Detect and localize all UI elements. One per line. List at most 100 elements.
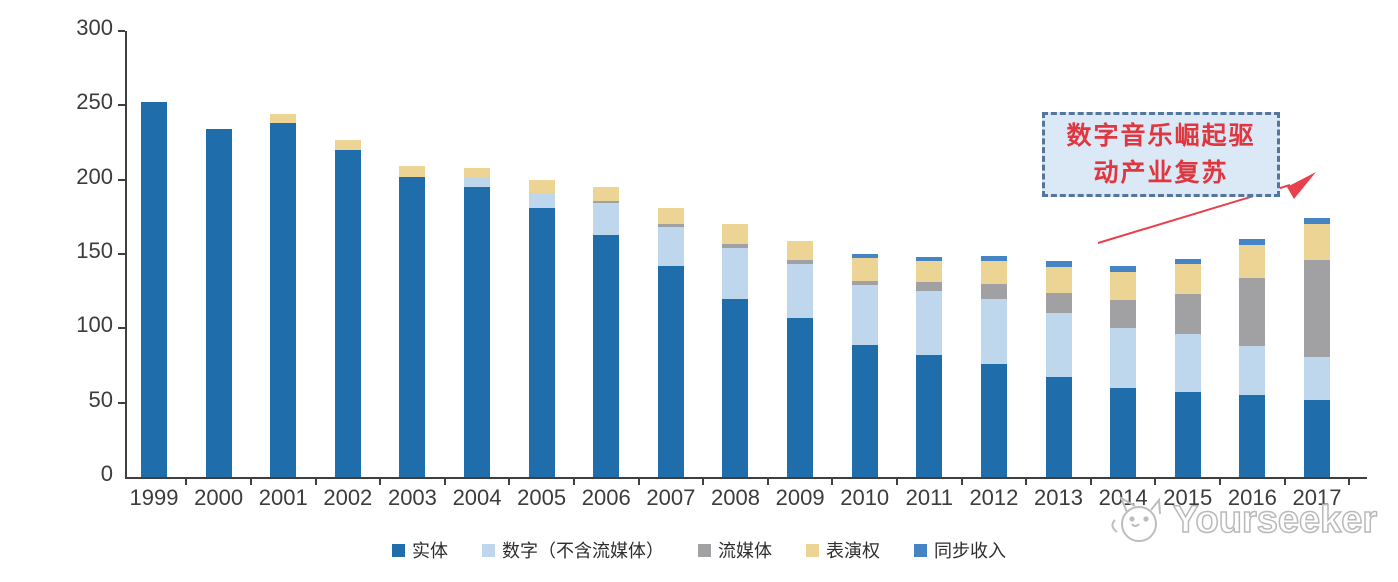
bar-segment-streaming xyxy=(1239,277,1266,347)
x-tick-mark xyxy=(637,479,640,485)
annotation-box: 数字音乐崛起驱 动产业复苏 xyxy=(1042,112,1280,197)
x-tick-label: 1999 xyxy=(129,485,179,510)
bar-segment-digital-excl-streaming xyxy=(1239,346,1266,396)
x-tick-mark xyxy=(702,479,705,485)
x-tick-label: 2016 xyxy=(1227,485,1277,510)
bar-segment-sync-revenue xyxy=(980,255,1007,262)
x-tick-label: 2002 xyxy=(323,485,373,510)
y-tick-mark xyxy=(118,104,125,107)
bar-segment-digital-excl-streaming xyxy=(1303,356,1330,400)
bar-segment-performance-rights xyxy=(657,207,684,225)
bar-2004 xyxy=(464,167,491,477)
bar-segment-physical xyxy=(916,355,943,477)
bar-segment-sync-revenue xyxy=(851,254,878,259)
x-tick-mark xyxy=(443,479,446,485)
x-tick-mark xyxy=(379,479,382,485)
x-tick-label: 2017 xyxy=(1292,485,1342,510)
x-tick-label: 2005 xyxy=(517,485,567,510)
x-tick-label: 2012 xyxy=(969,485,1019,510)
y-tick-label: 300 xyxy=(76,15,113,40)
x-tick-mark xyxy=(1283,479,1286,485)
x-tick-mark xyxy=(314,479,317,485)
bar-2010 xyxy=(851,254,878,477)
bar-segment-sync-revenue xyxy=(1174,258,1201,265)
bar-2016 xyxy=(1239,239,1266,477)
y-tick-label: 0 xyxy=(100,461,113,486)
bar-segment-performance-rights xyxy=(722,224,749,244)
bar-segment-physical xyxy=(722,298,749,477)
x-tick-mark xyxy=(185,479,188,485)
bar-segment-performance-rights xyxy=(787,240,814,260)
bar-segment-sync-revenue xyxy=(1239,239,1266,246)
x-tick-mark xyxy=(249,479,252,485)
watermark: Yourseeker xyxy=(1105,492,1378,548)
bar-2003 xyxy=(399,166,426,477)
bar-segment-performance-rights xyxy=(1239,245,1266,278)
bar-segment-performance-rights xyxy=(593,187,620,201)
legend-label: 数字（不含流媒体） xyxy=(502,541,664,561)
bar-segment-performance-rights xyxy=(980,261,1007,284)
bar-segment-sync-revenue xyxy=(1110,265,1137,272)
x-tick-mark xyxy=(896,479,898,485)
bar-segment-streaming xyxy=(1303,259,1330,357)
bar-2001 xyxy=(270,114,297,477)
bar-segment-performance-rights xyxy=(1045,267,1072,293)
bar-segment-physical xyxy=(1174,392,1201,477)
bar-segment-physical xyxy=(205,129,232,477)
x-tick-label: 2009 xyxy=(775,485,825,510)
x-tick-label: 2014 xyxy=(1098,485,1148,510)
y-tick-mark xyxy=(118,401,125,404)
bar-segment-streaming xyxy=(593,200,620,204)
plot-area: 0 50 100 150 200 250 300 1999 2000 2001 2002 2003 2… xyxy=(76,15,1367,510)
bar-2017 xyxy=(1303,218,1330,477)
x-tick-mark xyxy=(960,479,963,485)
bar-segment-sync-revenue xyxy=(1045,261,1072,268)
bar-2006 xyxy=(593,187,620,477)
x-tick-mark xyxy=(572,479,575,485)
bar-segment-sync-revenue xyxy=(1303,218,1330,225)
x-tick-label: 2003 xyxy=(387,485,437,510)
legend-swatch-sync-revenue xyxy=(914,543,927,557)
bar-segment-performance-rights xyxy=(464,167,491,179)
bar-segment-physical xyxy=(528,207,555,477)
bar-segment-digital-excl-streaming xyxy=(980,298,1007,365)
legend-swatch-digital-excl-streaming xyxy=(482,543,495,557)
bar-segment-physical xyxy=(1045,377,1072,477)
bar-segment-digital-excl-streaming xyxy=(528,193,555,208)
bar-segment-performance-rights xyxy=(528,179,555,194)
bar-segment-streaming xyxy=(787,259,814,265)
legend-swatch-performance-rights xyxy=(806,543,819,557)
y-tick-mark xyxy=(118,30,125,32)
x-tick-label: 2008 xyxy=(711,485,760,510)
bar-2008 xyxy=(722,224,749,477)
legend: 实体 数字（不含流媒体） 流媒体 表演权 同步收入 xyxy=(0,537,1398,563)
bar-segment-digital-excl-streaming xyxy=(1110,328,1137,388)
bar-segment-performance-rights xyxy=(399,166,426,177)
legend-item-streaming: 流媒体 xyxy=(698,537,772,563)
bar-segment-physical xyxy=(399,176,426,477)
bar-segment-physical xyxy=(657,265,684,477)
bar-2005 xyxy=(528,179,555,477)
legend-label: 流媒体 xyxy=(718,541,772,561)
x-tick-label: 2001 xyxy=(258,485,308,510)
bar-segment-performance-rights xyxy=(1303,224,1330,260)
bar-2012 xyxy=(980,255,1007,477)
bar-2015 xyxy=(1174,258,1201,477)
bar-2011 xyxy=(916,257,943,477)
legend-item-performance-rights: 表演权 xyxy=(806,537,880,563)
bar-2007 xyxy=(657,207,684,477)
bar-segment-digital-excl-streaming xyxy=(722,248,749,299)
bar-segment-streaming xyxy=(1174,294,1201,335)
bar-segment-performance-rights xyxy=(851,258,878,281)
x-tick-label: 2004 xyxy=(452,485,502,510)
bar-2000 xyxy=(205,129,232,477)
x-tick-mark xyxy=(1348,479,1351,485)
bar-segment-digital-excl-streaming xyxy=(787,264,814,318)
annotation-text-line2: 动产业复苏 xyxy=(1093,158,1229,187)
y-tick-label: 150 xyxy=(76,238,113,263)
x-tick-label: 2015 xyxy=(1163,485,1213,510)
bar-segment-physical xyxy=(593,234,620,477)
x-tick-label: 2000 xyxy=(194,485,244,510)
x-tick-mark xyxy=(831,479,834,485)
legend-label: 表演权 xyxy=(826,541,880,561)
